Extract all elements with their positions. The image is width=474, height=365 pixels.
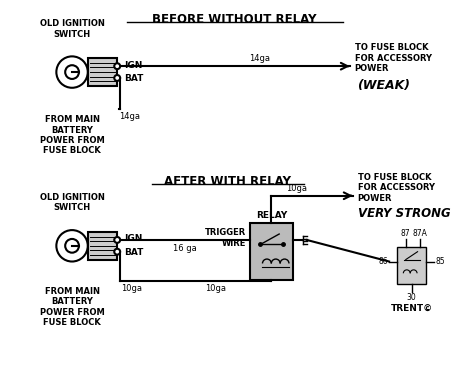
Text: IGN: IGN xyxy=(124,61,143,70)
Text: 10ga: 10ga xyxy=(121,284,142,293)
Circle shape xyxy=(114,75,120,81)
Text: 87: 87 xyxy=(401,229,410,238)
Text: (WEAK): (WEAK) xyxy=(357,79,410,92)
Text: 86: 86 xyxy=(379,257,388,266)
Circle shape xyxy=(114,63,120,69)
Text: 87A: 87A xyxy=(412,229,427,238)
Circle shape xyxy=(56,56,88,88)
Text: IGN: IGN xyxy=(124,234,143,243)
Circle shape xyxy=(114,249,120,255)
Text: AFTER WITH RELAY: AFTER WITH RELAY xyxy=(164,175,291,188)
Text: TRIGGER
WIRE: TRIGGER WIRE xyxy=(205,228,246,248)
Text: OLD IGNITION
SWITCH: OLD IGNITION SWITCH xyxy=(40,193,104,212)
Text: 85: 85 xyxy=(435,257,445,266)
Text: 30: 30 xyxy=(407,293,417,302)
Text: FROM MAIN
BATTERY
POWER FROM
FUSE BLOCK: FROM MAIN BATTERY POWER FROM FUSE BLOCK xyxy=(40,115,104,155)
Text: 16 ga: 16 ga xyxy=(173,244,197,253)
Text: 14ga: 14ga xyxy=(119,112,140,121)
Circle shape xyxy=(65,65,79,79)
Text: BEFORE WITHOUT RELAY: BEFORE WITHOUT RELAY xyxy=(152,13,316,26)
Text: OLD IGNITION
SWITCH: OLD IGNITION SWITCH xyxy=(40,19,104,39)
Text: BAT: BAT xyxy=(124,248,144,257)
Bar xyxy=(88,58,117,86)
Text: 10ga: 10ga xyxy=(205,284,226,293)
Text: 14ga: 14ga xyxy=(249,54,270,63)
Circle shape xyxy=(114,237,120,243)
Text: TRENT©: TRENT© xyxy=(391,304,433,313)
Text: RELAY: RELAY xyxy=(255,211,287,220)
Bar xyxy=(397,247,427,284)
Text: 10ga: 10ga xyxy=(286,184,307,193)
Text: TO FUSE BLOCK
FOR ACCESSORY
POWER: TO FUSE BLOCK FOR ACCESSORY POWER xyxy=(355,43,432,73)
Bar xyxy=(88,232,117,260)
Text: VERY STRONG: VERY STRONG xyxy=(358,207,450,220)
Text: BAT: BAT xyxy=(124,74,144,84)
Circle shape xyxy=(56,230,88,261)
Bar xyxy=(250,223,293,280)
Text: TO FUSE BLOCK
FOR ACCESSORY
POWER: TO FUSE BLOCK FOR ACCESSORY POWER xyxy=(358,173,435,203)
Circle shape xyxy=(65,239,79,253)
Text: FROM MAIN
BATTERY
POWER FROM
FUSE BLOCK: FROM MAIN BATTERY POWER FROM FUSE BLOCK xyxy=(40,287,104,327)
